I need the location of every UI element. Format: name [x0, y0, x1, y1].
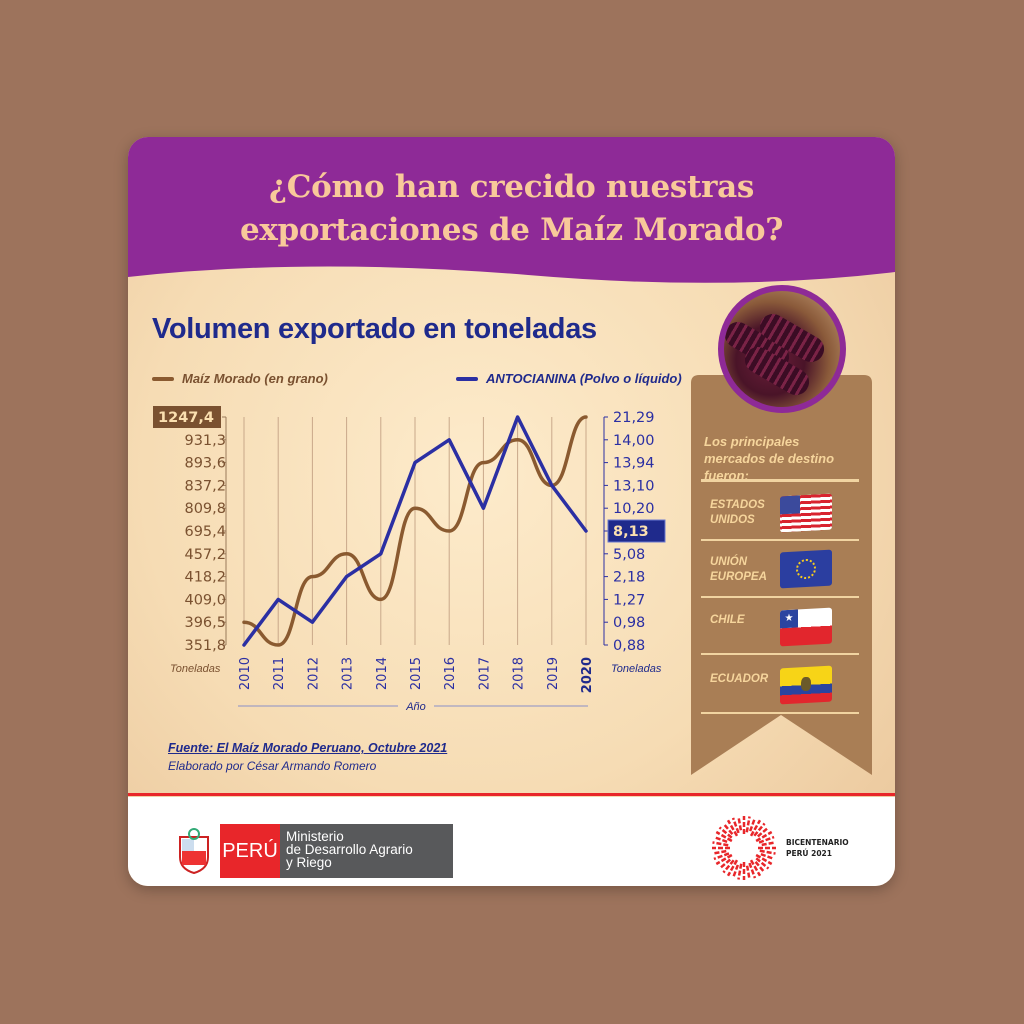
x-tick-label: 2015: [409, 657, 424, 690]
left-tick-label: 396,5: [184, 615, 226, 631]
markets-heading: Los principales mercados de destino fuer…: [704, 434, 835, 483]
legend-swatch: [456, 376, 478, 381]
source-text: Fuente: El Maíz Morado Peruano, Octubre …: [168, 741, 448, 755]
right-tick-label: 1,27: [613, 592, 645, 608]
right-tick-label: 0,88: [613, 638, 645, 654]
usa-flag-icon: [780, 493, 832, 533]
right-tick-label: 2,18: [613, 570, 645, 586]
left-tick-label: 351,8: [184, 638, 226, 654]
left-tick-label: 457,2: [184, 547, 226, 563]
x-tick-label: 2011: [272, 657, 287, 690]
x-tick-label: 2013: [341, 657, 356, 690]
purple-corn-photo: [718, 285, 846, 413]
title-line-2: exportaciones de Maíz Morado?: [239, 212, 784, 248]
divider: [701, 653, 859, 655]
x-tick-label: 2016: [443, 657, 458, 690]
line-chart: 2010 2011 2012 2013 2014 2015 2016 2017 2018 2019…: [153, 406, 666, 713]
left-highlight-box: [153, 406, 221, 428]
left-tick-label: 409,0: [184, 592, 226, 608]
left-tick-label: 1247,4: [158, 410, 214, 426]
x-tick-label: 2019: [546, 657, 561, 690]
x-tick-label: 2018: [512, 657, 527, 690]
eu-flag-icon: [780, 549, 832, 589]
chart-title: Volumen exportado en toneladas: [152, 313, 597, 345]
red-divider: [128, 793, 895, 796]
right-tick-label: 13,10: [613, 478, 655, 494]
right-tick-label: 10,20: [613, 501, 655, 517]
market-usa: ESTADOS UNIDOS: [710, 499, 765, 526]
bicentenario-text: BICENTENARIO PERÚ 2021: [786, 838, 849, 858]
right-tick-label: 0,98: [613, 615, 645, 631]
divider: [701, 539, 859, 541]
x-tick-label: 2010: [238, 657, 253, 690]
left-tick-label: 893,6: [184, 456, 226, 472]
left-tick-label: 837,2: [184, 478, 226, 494]
author-text: Elaborado por César Armando Romero: [168, 759, 377, 773]
ministry-logo: Ministerio de Desarrollo Agrario y Riego: [280, 824, 453, 878]
divider: [701, 596, 859, 598]
legend-antocianina: ANTOCIANINA (Polvo o líquido): [456, 371, 682, 386]
bicentenario-logo-icon: [712, 816, 776, 880]
peru-logo: PERÚ: [220, 824, 280, 878]
header-banner: ¿Cómo han crecido nuestras exportaciones…: [128, 137, 895, 287]
right-tick-label: 5,08: [613, 547, 645, 563]
left-tick-label: 418,2: [184, 570, 226, 586]
right-axis-label: Toneladas: [611, 663, 662, 675]
chile-flag-icon: ★: [780, 607, 832, 647]
x-tick-label: 2014: [375, 657, 390, 690]
title-line-1: ¿Cómo han crecido nuestras: [268, 169, 755, 205]
market-chile: CHILE: [710, 614, 745, 626]
market-ecuador: ECUADOR: [710, 673, 769, 685]
right-tick-label: 21,29: [613, 410, 655, 426]
legend-label: Maíz Morado (en grano): [182, 371, 328, 386]
x-tick-label: 2012: [306, 657, 321, 690]
legend-swatch: [152, 376, 174, 381]
divider: [701, 479, 859, 482]
left-tick-label: 809,8: [184, 501, 226, 517]
peru-coat-of-arms-icon: [179, 828, 209, 875]
market-eu: UNIÓN EUROPEA: [710, 556, 767, 583]
left-tick-label: 931,3: [184, 433, 226, 449]
ecuador-flag-icon: [780, 665, 832, 705]
divider: [701, 712, 859, 714]
x-tick-label: 2020: [580, 657, 595, 693]
right-tick-label: 14,00: [613, 433, 655, 449]
legend-maiz: Maíz Morado (en grano): [152, 371, 328, 386]
left-axis-label: Toneladas: [170, 663, 221, 675]
right-tick-label: 13,94: [613, 456, 655, 472]
right-tick-label: 8,13: [613, 524, 649, 540]
x-axis-label: Año: [405, 701, 426, 713]
right-highlight-box: [607, 519, 666, 543]
left-tick-label: 695,4: [184, 524, 226, 540]
legend-label: ANTOCIANINA (Polvo o líquido): [486, 371, 682, 386]
x-tick-label: 2017: [477, 657, 492, 690]
infographic-card: ¿Cómo han crecido nuestras exportaciones…: [128, 137, 895, 886]
